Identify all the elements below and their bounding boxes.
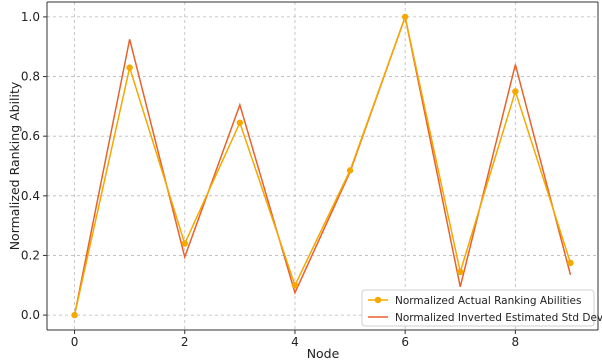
y-axis-title: Normalized Ranking Ability <box>7 81 22 250</box>
y-tick-label-0.6: 0.6 <box>21 129 40 143</box>
legend-box <box>361 289 595 327</box>
axes <box>43 1 599 334</box>
data-point-0-9 <box>567 259 574 267</box>
grid <box>47 2 598 330</box>
data-point-0-7 <box>457 268 464 276</box>
data-point-0-6 <box>401 13 409 21</box>
x-axis-title: Node <box>307 346 340 361</box>
series-layer <box>71 13 574 319</box>
tick-labels: 0 2 4 6 8 0.0 0.2 0.4 0.6 0.8 1.0 <box>21 10 519 349</box>
legend: Normalized Actual Ranking Abilities Norm… <box>361 289 602 327</box>
legend-marker-actual <box>374 296 382 304</box>
y-tick-label-0.8: 0.8 <box>21 70 40 84</box>
series-line-0 <box>73 14 572 316</box>
data-point-0-0 <box>71 311 78 319</box>
y-tick-label-0.2: 0.2 <box>21 248 40 262</box>
data-point-0-8 <box>512 88 519 95</box>
data-point-0-2 <box>181 240 188 247</box>
x-tick-label-0: 0 <box>71 335 79 349</box>
y-tick-label-1.0: 1.0 <box>21 10 40 24</box>
x-tick-label-6: 6 <box>401 335 409 349</box>
data-point-0-5 <box>346 167 354 174</box>
x-tick-label-8: 8 <box>512 335 520 349</box>
data-point-0-4 <box>291 282 299 289</box>
y-tick-label-0.4: 0.4 <box>21 189 40 203</box>
x-tick-label-2: 2 <box>181 335 189 349</box>
data-point-0-1 <box>126 64 133 71</box>
series-line-1 <box>73 14 572 316</box>
y-tick-label-0.0: 0.0 <box>21 308 40 322</box>
legend-label-estimated: Normalized Inverted Estimated Std Dev <box>395 312 602 324</box>
legend-label-actual: Normalized Actual Ranking Abilities <box>395 295 582 307</box>
data-point-0-3 <box>236 119 244 126</box>
x-tick-label-4: 4 <box>291 335 299 349</box>
